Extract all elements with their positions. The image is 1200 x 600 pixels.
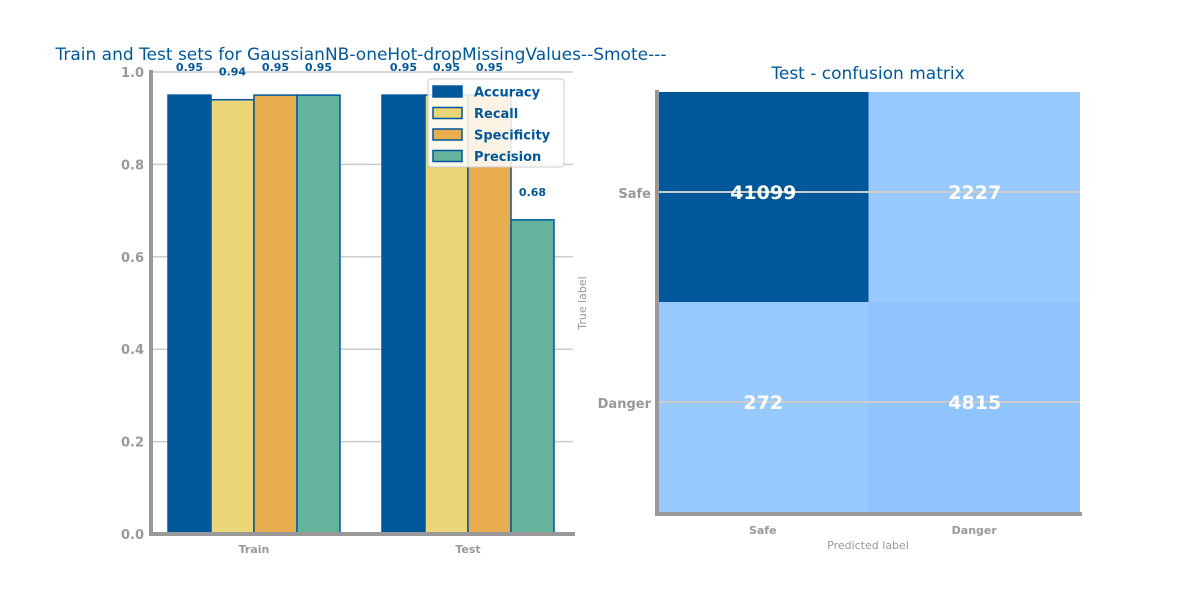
bar-data-label: 0.94 <box>219 66 246 79</box>
bar-y-tick-label: 0.6 <box>121 251 144 266</box>
bar-data-label: 0.95 <box>390 61 417 74</box>
confusion-matrix-row-labels: Safe Danger <box>598 187 652 412</box>
cm-cell-safe-danger <box>868 92 1080 302</box>
bar-y-tick-label: 0.4 <box>121 343 144 358</box>
legend-label-recall: Recall <box>474 107 518 122</box>
bar-test-accuracy <box>381 94 426 535</box>
legend-label-specificity: Specificity <box>474 129 551 144</box>
bar-data-label: 0.95 <box>476 61 503 74</box>
legend-label-precision: Precision <box>474 150 541 165</box>
confusion-matrix-gridlines <box>657 191 1080 403</box>
legend-swatch-recall <box>432 106 463 120</box>
bar-x-tick-label: Train <box>239 543 270 556</box>
bar-train-accuracy <box>167 94 212 535</box>
confusion-matrix: Test - confusion matrix 41099 2227 272 4815… <box>576 64 1082 552</box>
bar-x-tick-label: Test <box>455 543 480 556</box>
bar-test-specificity <box>467 94 512 535</box>
bar-legend: Accuracy Recall Specificity Precision <box>427 78 565 168</box>
bar-y-tick-labels: 0.0 0.2 0.4 0.6 0.8 1.0 <box>121 66 144 543</box>
bar-data-label: 0.95 <box>176 61 203 74</box>
bar-data-labels: 0.95 0.94 0.95 0.95 0.95 0.95 0.95 0.68 <box>176 61 546 199</box>
cm-row-label: Danger <box>598 397 652 412</box>
bar-chart: Train and Test sets for GaussianNB-oneHo… <box>54 45 666 556</box>
confusion-matrix-values: 41099 2227 272 4815 <box>730 182 1001 414</box>
bar-train-precision <box>296 94 341 535</box>
cm-value: 2227 <box>948 182 1001 204</box>
legend-label-accuracy: Accuracy <box>474 86 541 101</box>
cm-cell-danger-danger <box>868 302 1080 512</box>
bar-legend-box <box>427 78 565 168</box>
legend-swatch-accuracy <box>432 85 463 98</box>
bar-train-recall <box>210 98 255 535</box>
bar-y-tick-label: 0.0 <box>121 528 144 543</box>
cm-value: 4815 <box>948 392 1001 414</box>
cm-value: 272 <box>743 392 783 414</box>
legend-swatch-specificity <box>432 128 463 141</box>
bar-test-precision <box>510 219 555 535</box>
cm-value: 41099 <box>730 182 796 204</box>
confusion-matrix-xlabel: Predicted label <box>827 539 909 552</box>
bar-train-specificity <box>253 94 298 535</box>
bar-bars <box>167 94 555 535</box>
confusion-matrix-ylabel: True label <box>576 276 589 330</box>
cm-cell-safe-safe <box>657 92 869 302</box>
bar-data-label: 0.95 <box>262 61 289 74</box>
bar-y-tick-label: 1.0 <box>121 66 144 81</box>
bar-y-tick-label: 0.8 <box>121 158 144 173</box>
bar-chart-title: Train and Test sets for GaussianNB-oneHo… <box>54 45 666 65</box>
confusion-matrix-col-labels: Safe Danger <box>749 524 997 537</box>
cm-col-label: Danger <box>952 524 998 537</box>
bar-data-label: 0.95 <box>305 61 332 74</box>
cm-cell-danger-safe <box>657 302 869 512</box>
bar-y-tick-label: 0.2 <box>121 436 144 451</box>
cm-col-label: Safe <box>749 524 777 537</box>
bar-data-label: 0.68 <box>519 186 546 199</box>
confusion-matrix-cells <box>657 92 1080 512</box>
confusion-matrix-title: Test - confusion matrix <box>770 64 964 84</box>
bar-data-label: 0.95 <box>433 61 460 74</box>
cm-row-label: Safe <box>618 187 651 202</box>
legend-swatch-precision <box>432 149 463 163</box>
bar-x-tick-labels: Train Test <box>239 543 481 556</box>
